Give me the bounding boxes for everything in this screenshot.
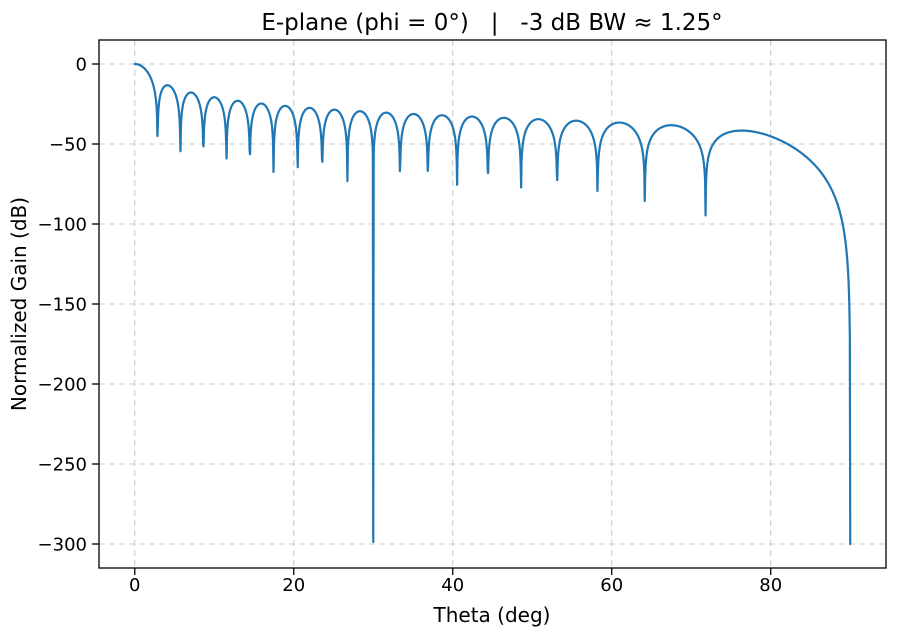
- x-tick-label: 20: [282, 575, 305, 596]
- x-tick-label: 80: [759, 575, 782, 596]
- y-tick-label: −250: [38, 455, 87, 476]
- grid: [99, 40, 886, 568]
- x-tick-label: 40: [441, 575, 464, 596]
- x-tick-label: 0: [129, 575, 140, 596]
- y-tick-label: −150: [38, 295, 87, 316]
- y-axis-label: Normalized Gain (dB): [7, 197, 31, 411]
- y-tick-label: −100: [38, 215, 87, 236]
- y-tick-label: −50: [49, 135, 87, 156]
- y-tick-label: 0: [76, 55, 87, 76]
- series-group: [133, 62, 852, 546]
- chart-title: E-plane (phi = 0°) | -3 dB BW ≈ 1.25°: [261, 10, 722, 36]
- gain-curve: [133, 62, 852, 546]
- ticks: 0 20 40 60 80 0 −50 −100 −150 −200 −250 −300: [38, 55, 783, 597]
- y-tick-label: −200: [38, 375, 87, 396]
- y-tick-label: −300: [38, 535, 87, 556]
- x-axis-label: Theta (deg): [433, 603, 551, 627]
- x-tick-label: 60: [600, 575, 623, 596]
